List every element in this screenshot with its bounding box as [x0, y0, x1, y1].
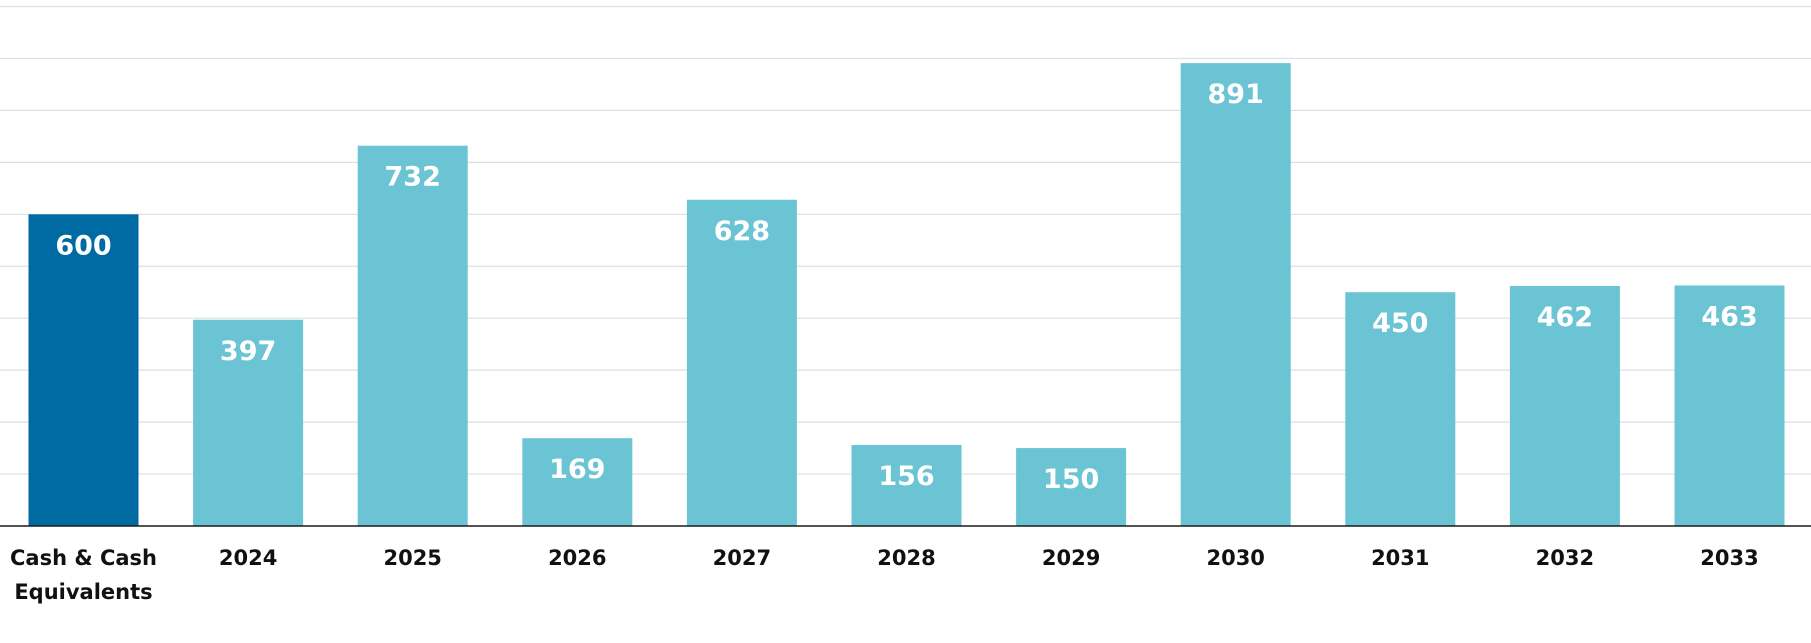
value-labels: 600 397 732 169 628 156 150 891 450 462 463 [55, 79, 1757, 495]
x-tick-label: 2033 [1700, 546, 1758, 570]
data-label: 450 [1372, 308, 1428, 339]
x-tick-label-line: 2032 [1536, 546, 1594, 570]
x-tick-label-line: 2033 [1700, 546, 1758, 570]
bar [1674, 285, 1785, 526]
bars [28, 63, 1785, 527]
x-tick-label: 2028 [877, 546, 935, 570]
data-label: 150 [1043, 464, 1099, 495]
x-tick-label: 2026 [548, 546, 606, 570]
data-label: 463 [1701, 301, 1757, 332]
bar [357, 145, 468, 526]
x-tick-label: Cash & Cash Equivalents [10, 546, 157, 604]
bar [1509, 285, 1620, 526]
x-tick-label-line: Cash & Cash [10, 546, 157, 570]
bar [522, 438, 633, 526]
bar [1016, 448, 1127, 526]
data-label: 397 [220, 336, 276, 367]
x-tick-label-line: 2025 [383, 546, 441, 570]
data-label: 891 [1208, 79, 1264, 110]
bar [851, 444, 962, 526]
data-label: 156 [878, 461, 934, 492]
x-tick-label-line: Equivalents [14, 580, 152, 604]
bar [28, 214, 139, 527]
bar [1180, 63, 1291, 527]
data-label: 169 [549, 454, 605, 485]
x-tick-label-line: 2030 [1206, 546, 1264, 570]
data-label: 600 [55, 230, 111, 261]
x-tick-label-line: 2029 [1042, 546, 1100, 570]
x-tick-label: 2030 [1206, 546, 1264, 570]
x-tick-label: 2029 [1042, 546, 1100, 570]
x-tick-label-line: 2028 [877, 546, 935, 570]
x-tick-label: 2025 [383, 546, 441, 570]
x-tick-label-line: 2031 [1371, 546, 1429, 570]
x-tick-label: 2032 [1536, 546, 1594, 570]
bar [1345, 292, 1456, 526]
x-tick-label-line: 2026 [548, 546, 606, 570]
x-tick-label-line: 2024 [219, 546, 277, 570]
x-tick-labels: Cash & Cash Equivalents 2024 2025 2026 2027 20… [10, 546, 1759, 604]
x-tick-label: 2027 [713, 546, 771, 570]
x-tick-label: 2031 [1371, 546, 1429, 570]
data-label: 732 [385, 162, 441, 193]
data-label: 462 [1537, 302, 1593, 333]
x-tick-label: 2024 [219, 546, 277, 570]
bar [193, 319, 304, 526]
data-label: 628 [714, 216, 770, 247]
x-tick-label-line: 2027 [713, 546, 771, 570]
bar [686, 199, 797, 526]
